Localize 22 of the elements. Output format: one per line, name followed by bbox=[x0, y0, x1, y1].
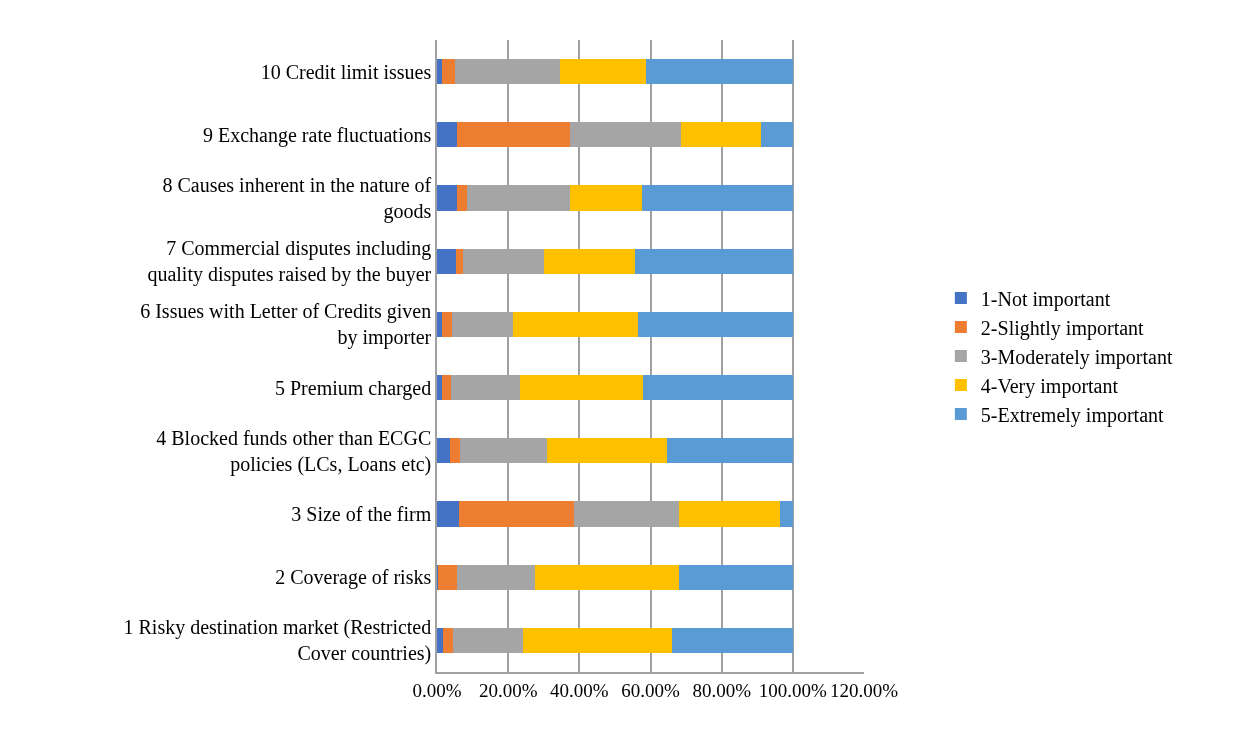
x-tick-label: 100.00% bbox=[758, 679, 828, 701]
legend-label: 4-Very important bbox=[980, 374, 1119, 398]
x-tick-label: 20.00% bbox=[478, 679, 538, 701]
y-tick-label: 4 Blocked funds other than ECGC policies (LCs, Loans etc) bbox=[156, 426, 432, 476]
y-tick-label: 3 Size of the firm bbox=[291, 503, 432, 525]
y-tick-label: 6 Issues with Letter of Credits given by importer bbox=[140, 300, 432, 350]
x-tick-label: 40.00% bbox=[550, 679, 609, 701]
y-tick-label: 7 Commercial disputes including quality disputes raised by the buyer bbox=[147, 237, 432, 287]
y-tick-label: 9 Exchange rate fluctuations bbox=[203, 123, 432, 147]
x-tick-label: 120.00% bbox=[829, 679, 899, 701]
legend-label: 5-Extremely important bbox=[980, 403, 1165, 427]
y-tick-label: 10 Credit limit issues bbox=[260, 60, 432, 83]
y-tick-label: 2 Coverage of risks bbox=[275, 566, 432, 590]
y-tick-label: 1 Risky destination market (Restricted Cover countries) bbox=[123, 616, 432, 666]
y-tick-label: 5 Premium charged bbox=[274, 376, 432, 400]
y-tick-label: 8 Causes inherent in the nature of goods bbox=[162, 174, 432, 223]
x-tick-label: 0.00% bbox=[412, 679, 462, 701]
legend-label: 1-Not important bbox=[980, 287, 1111, 311]
legend-label: 2-Slightly important bbox=[980, 316, 1145, 340]
legend-label: 3-Moderately important bbox=[980, 345, 1173, 369]
x-tick-label: 60.00% bbox=[621, 679, 680, 701]
x-tick-label: 80.00% bbox=[692, 679, 752, 701]
